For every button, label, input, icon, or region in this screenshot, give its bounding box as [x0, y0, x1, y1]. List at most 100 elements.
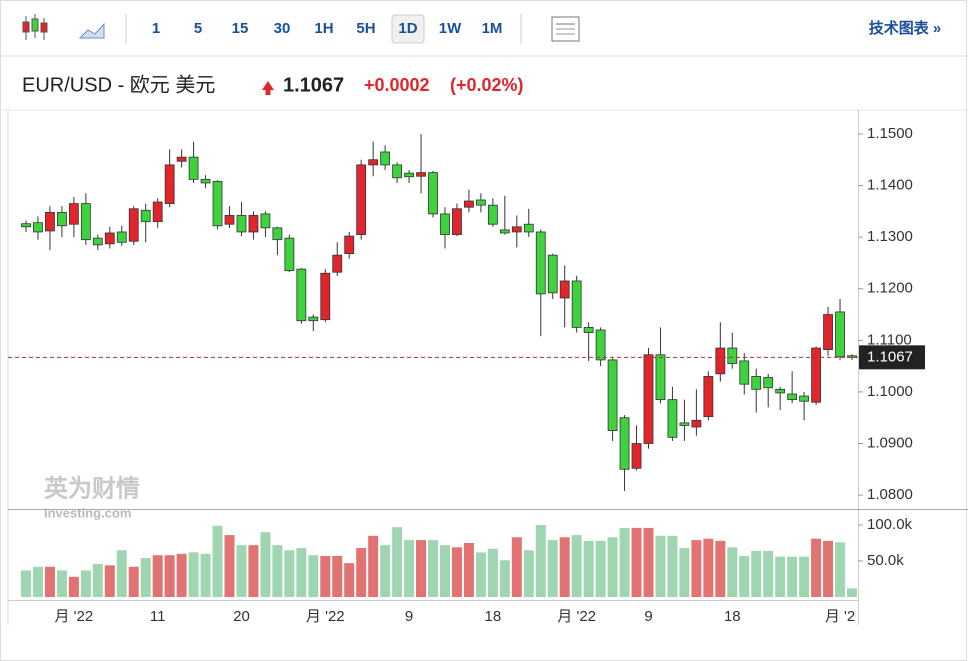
interval-button[interactable]: 30: [274, 20, 291, 37]
volume-bar: [559, 537, 570, 597]
volume-bar: [463, 543, 474, 597]
volume-bar: [164, 555, 175, 597]
candle-icon[interactable]: [22, 14, 48, 40]
change: +0.0002: [364, 75, 430, 95]
interval-button[interactable]: 1W: [439, 20, 462, 37]
candle-body: [583, 327, 594, 333]
interval-button[interactable]: 15: [232, 20, 249, 37]
x-tick-label: 月 '22: [306, 608, 345, 625]
interval-button[interactable]: 5H: [356, 20, 375, 37]
y-tick-label: 1.1000: [867, 383, 913, 400]
volume-bar: [811, 538, 822, 597]
volume-bar: [631, 527, 642, 597]
candle-body: [212, 180, 223, 227]
volume-bar: [679, 548, 690, 597]
candle-body: [21, 223, 31, 228]
interval-button[interactable]: 1M: [482, 20, 503, 37]
candle-body: [152, 201, 163, 223]
volume-bar: [475, 552, 486, 597]
candle-body: [284, 237, 295, 272]
interval-button[interactable]: 1H: [314, 20, 333, 37]
volume-bar: [224, 535, 235, 597]
candle-body: [45, 211, 55, 232]
interval-button[interactable]: 1: [152, 20, 160, 37]
watermark-cn: 英为财情: [44, 475, 140, 502]
volume-bar: [655, 535, 666, 597]
candle-body: [104, 232, 115, 245]
interval-button[interactable]: 1D: [398, 20, 417, 37]
candle-body: [739, 360, 750, 385]
candle-body: [128, 208, 139, 242]
candle-body: [392, 164, 403, 179]
candle-body: [787, 393, 798, 401]
candle-body: [380, 151, 391, 166]
candle-body: [416, 172, 426, 177]
x-tick-label: 11: [150, 608, 166, 625]
x-tick-label: 18: [724, 608, 741, 625]
volume-bar: [739, 555, 750, 597]
area-icon[interactable]: [78, 22, 105, 39]
volume-bar: [260, 532, 271, 597]
candle-body: [535, 231, 546, 295]
candle-body: [691, 419, 702, 428]
candle-body: [667, 399, 678, 438]
y-tick-label: 1.0800: [867, 486, 913, 503]
candle-body: [320, 272, 331, 321]
volume-bar: [248, 545, 259, 597]
candle-body: [679, 422, 690, 426]
candle-body: [68, 203, 79, 225]
volume-bar: [56, 570, 67, 597]
x-tick-label: 9: [405, 608, 413, 625]
candle-body: [428, 172, 438, 215]
volume-bar: [823, 540, 834, 597]
volume-bar: [92, 563, 103, 597]
volume-bar: [128, 566, 139, 597]
volume-bar: [104, 565, 115, 597]
y-tick-label: 1.0900: [867, 434, 913, 451]
volume-bar: [799, 556, 810, 597]
candle-body: [595, 329, 606, 361]
volume-bar: [535, 525, 546, 597]
volume-bar: [595, 540, 606, 597]
candle-body: [763, 377, 774, 389]
candle-body: [140, 209, 151, 223]
y-tick-label: 1.1100: [867, 331, 912, 348]
volume-bar: [140, 558, 151, 597]
candle-body: [751, 376, 762, 390]
candle-body: [475, 199, 486, 206]
volume-bar: [200, 553, 211, 597]
volume-bar: [691, 540, 702, 597]
candle-body: [308, 316, 319, 322]
candle-body: [248, 215, 259, 233]
x-tick-label: 月 '22: [557, 608, 596, 625]
candle-body: [356, 164, 367, 235]
interval-button[interactable]: 5: [194, 20, 202, 37]
candle-body: [547, 254, 558, 294]
volume-bar: [44, 566, 55, 597]
watermark-en: Investing.com: [44, 505, 131, 520]
volume-bar: [356, 548, 367, 597]
candle-body: [200, 178, 211, 184]
candle-body: [452, 208, 462, 235]
volume-bar: [80, 570, 91, 597]
candle-body: [116, 231, 127, 243]
volume-bar: [703, 538, 714, 597]
table-icon[interactable]: [551, 16, 580, 42]
y-tick-label: 1.1500: [867, 125, 913, 142]
candle-body: [344, 235, 355, 255]
volume-bar: [284, 550, 295, 597]
volume-bar: [667, 535, 678, 597]
candle-body: [571, 280, 582, 328]
volume-bar: [188, 552, 199, 597]
candle-body: [703, 376, 714, 418]
volume-bar: [763, 550, 774, 597]
volume-bar: [643, 527, 654, 597]
candle-body: [631, 443, 642, 469]
volume-bar: [332, 555, 343, 597]
volume-bar: [583, 540, 594, 597]
tech-chart-link[interactable]: 技术图表 »: [869, 19, 942, 37]
candle-body: [332, 254, 343, 273]
candle-body: [835, 311, 845, 358]
candle-body: [296, 268, 307, 322]
candle-body: [176, 156, 187, 162]
